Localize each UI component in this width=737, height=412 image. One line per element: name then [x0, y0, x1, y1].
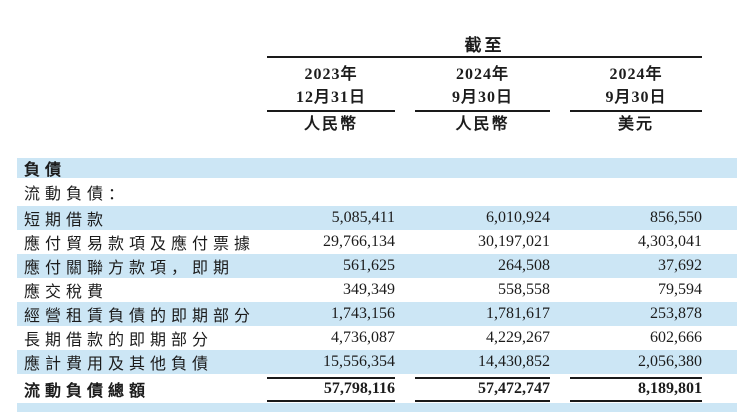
- subsection-current-liabilities: 流動負債：: [17, 178, 737, 206]
- row-label: 經營租賃負債的即期部分: [24, 308, 256, 325]
- value-2024-rmb: 14,430,852: [478, 353, 550, 370]
- column-gap: [395, 63, 415, 112]
- row-label: 應交稅費: [24, 284, 109, 301]
- row-label: 應付貿易款項及應付票據: [24, 236, 256, 253]
- rule-above-total-col2: [415, 377, 550, 379]
- value-2024-usd: 856,550: [650, 209, 702, 226]
- value-2023-rmb: 5,085,411: [331, 209, 395, 226]
- column-date: 12月31日: [295, 89, 366, 106]
- partial-next-row-band: [17, 403, 737, 412]
- value-2024-rmb: 1,781,617: [486, 305, 550, 322]
- rule-below-total-col2: [415, 400, 550, 402]
- value-2024-usd: 602,666: [650, 329, 702, 346]
- currency-header-rmb-1: 人民幣: [303, 116, 358, 133]
- value-2024-rmb: 264,508: [498, 257, 550, 274]
- column-gap: [550, 114, 570, 136]
- as-of-header: 截至: [464, 36, 505, 55]
- column-year: 2024年: [455, 66, 509, 83]
- rule-below-total-col1: [267, 400, 395, 402]
- total-2024-usd: 8,189,801: [638, 379, 702, 397]
- total-label: 流動負債總額: [24, 382, 151, 400]
- date-column-headers: 2023年 12月31日 2024年 9月30日 2024年 9月30日: [267, 63, 702, 112]
- column-gap: [550, 63, 570, 112]
- value-2024-usd: 2,056,380: [638, 353, 702, 370]
- value-2023-rmb: 4,736,087: [331, 329, 395, 346]
- value-2024-rmb: 30,197,021: [478, 233, 550, 250]
- value-2024-usd: 37,692: [658, 257, 702, 274]
- liabilities-table: 負債 流動負債： 短期借款 5,085,411 6,010,924 856,55…: [17, 158, 737, 403]
- column-header-2023-12-31: 2023年 12月31日: [267, 63, 395, 112]
- currency-header-rmb-2: 人民幣: [455, 116, 510, 133]
- row-operating-lease-current-portion: 經營租賃負債的即期部分 1,743,156 1,781,617 253,878: [17, 302, 737, 326]
- column-header-2024-09-30-rmb: 2024年 9月30日: [415, 63, 550, 112]
- section-title: 負債: [24, 162, 67, 179]
- row-amounts-due-related-parties: 應付關聯方款項，即期 561,625 264,508 37,692: [17, 254, 737, 278]
- currency-header-usd: 美元: [617, 116, 654, 133]
- total-2023-rmb: 57,798,116: [323, 379, 395, 397]
- column-date: 9月30日: [451, 89, 513, 106]
- row-label: 短期借款: [24, 212, 109, 229]
- value-2023-rmb: 29,766,134: [323, 233, 395, 250]
- value-2024-usd: 79,594: [658, 281, 702, 298]
- subsection-title: 流動負債：: [24, 186, 130, 203]
- section-header-liabilities: 負債: [17, 158, 737, 179]
- row-accrued-expenses-other-liabilities: 應計費用及其他負債 15,556,354 14,430,852 2,056,38…: [17, 350, 737, 374]
- value-2023-rmb: 1,743,156: [331, 305, 395, 322]
- row-label: 應付關聯方款項，即期: [24, 260, 235, 277]
- row-total-current-liabilities: 流動負債總額 57,798,116 57,472,747 8,189,801: [17, 374, 737, 403]
- row-label: 長期借款的即期部分: [24, 332, 214, 349]
- rule-below-total-col3: [570, 400, 702, 402]
- value-2024-rmb: 6,010,924: [486, 209, 550, 226]
- value-2024-usd: 253,878: [650, 305, 702, 322]
- rule-above-total-col3: [570, 377, 702, 379]
- value-2024-rmb: 558,558: [498, 281, 550, 298]
- currency-headers: 人民幣 人民幣 美元: [267, 114, 702, 136]
- column-year: 2024年: [609, 66, 663, 83]
- column-year: 2023年: [304, 66, 358, 83]
- value-2023-rmb: 15,556,354: [323, 353, 395, 370]
- as-of-underline: [267, 56, 702, 58]
- row-long-term-borrowings-current-portion: 長期借款的即期部分 4,736,087 4,229,267 602,666: [17, 326, 737, 350]
- value-2024-usd: 4,303,041: [638, 233, 702, 250]
- column-date: 9月30日: [605, 89, 667, 106]
- column-gap: [395, 114, 415, 136]
- row-trade-payables-notes: 應付貿易款項及應付票據 29,766,134 30,197,021 4,303,…: [17, 230, 737, 254]
- rule-above-total-col1: [267, 377, 395, 379]
- row-taxes-payable: 應交稅費 349,349 558,558 79,594: [17, 278, 737, 302]
- row-label: 應計費用及其他負債: [24, 356, 214, 373]
- row-short-term-borrowings: 短期借款 5,085,411 6,010,924 856,550: [17, 206, 737, 230]
- total-2024-rmb: 57,472,747: [478, 379, 550, 397]
- value-2023-rmb: 349,349: [343, 281, 395, 298]
- value-2023-rmb: 561,625: [343, 257, 395, 274]
- value-2024-rmb: 4,229,267: [486, 329, 550, 346]
- column-header-2024-09-30-usd: 2024年 9月30日: [570, 63, 702, 112]
